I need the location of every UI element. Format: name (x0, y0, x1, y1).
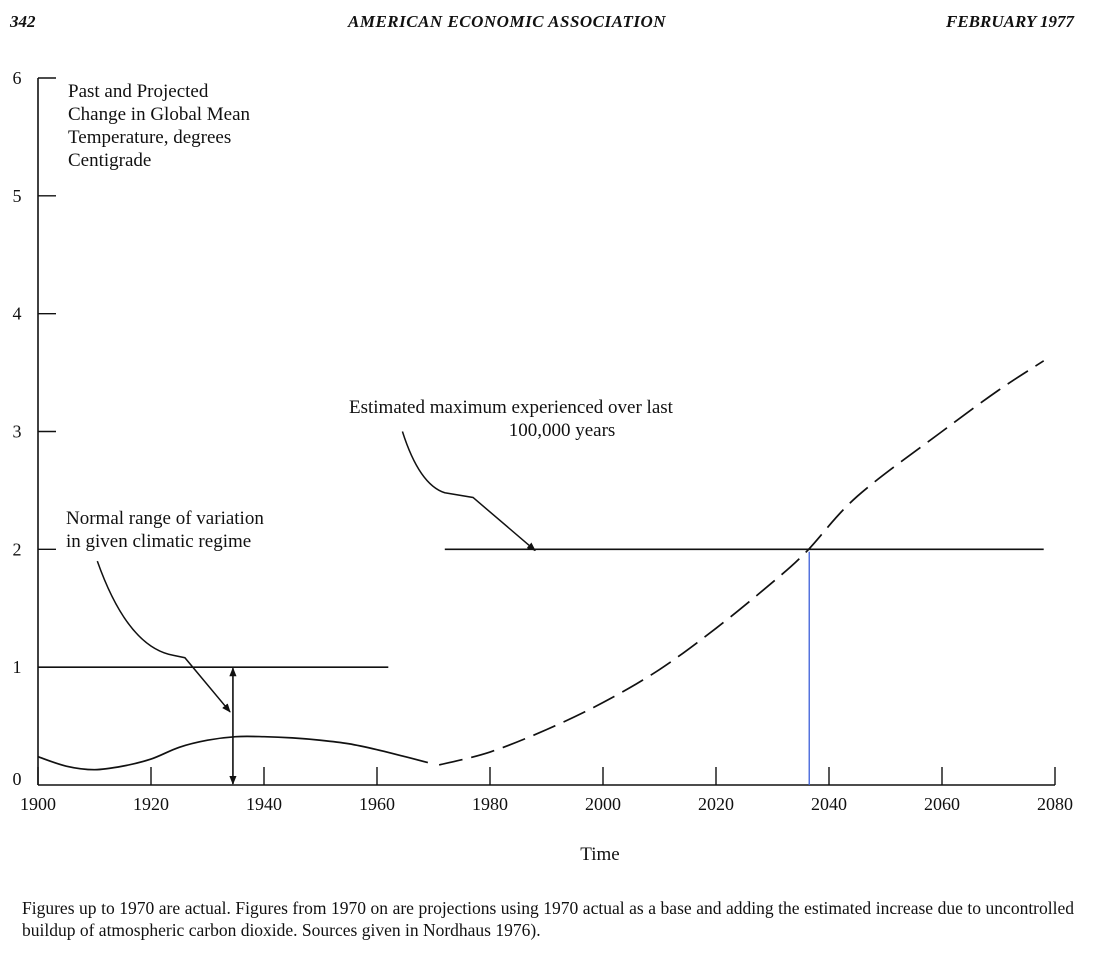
annotation-leader-arrow (401, 431, 536, 552)
x-tick-label: 1980 (472, 794, 508, 814)
annotation-text-line: 100,000 years (509, 420, 616, 441)
x-tick-label: 2040 (811, 794, 847, 814)
x-tick-label: 2060 (924, 794, 960, 814)
y-axis-label-line: Temperature, degrees (68, 127, 231, 148)
page-number: 342 (10, 12, 36, 31)
y-tick-label: 4 (13, 304, 22, 324)
y-tick-label: 2 (13, 539, 22, 559)
y-tick-label: 5 (13, 186, 22, 206)
x-tick-label: 1920 (133, 794, 169, 814)
x-tick-label: 2080 (1037, 794, 1073, 814)
annotations: Normal range of variation in given climat… (66, 397, 674, 785)
y-tick-label: 1 (13, 657, 22, 677)
x-tick-label: 1940 (246, 794, 282, 814)
annotation-text-line: Normal range of variation (66, 508, 264, 529)
y-tick-label: 0 (13, 769, 22, 789)
x-tick-label: 1960 (359, 794, 395, 814)
x-tick-label: 1900 (20, 794, 56, 814)
x-tick-label: 2020 (698, 794, 734, 814)
y-tick-label: 6 (13, 68, 22, 88)
issue-date: FEBRUARY 1977 (945, 12, 1074, 31)
x-axis-label: Time (580, 844, 619, 865)
y-axis-label-line: Past and Projected (68, 81, 209, 102)
axes: 1900 1920 1940 1960 1980 2000 2020 2040 2060 2080… (13, 68, 1074, 865)
y-axis-label: Past and Projected Change in Global Mean T… (68, 81, 251, 171)
x-tick-label: 2000 (585, 794, 621, 814)
y-axis-label-line: Centigrade (68, 150, 151, 171)
annotation-text: Estimated maximum experienced over last 1… (349, 397, 674, 441)
temperature-chart: 1900 1920 1940 1960 1980 2000 2020 2040 2060 2080… (13, 68, 1074, 865)
annotation-text-line: in given climatic regime (66, 531, 251, 552)
annotation-leader-arrow (96, 560, 231, 713)
y-axis-label-line: Change in Global Mean (68, 104, 251, 125)
projected-series-line (438, 360, 1045, 766)
annotation-text-line: Estimated maximum experienced over last (349, 397, 674, 418)
journal-name: AMERICAN ECONOMIC ASSOCIATION (348, 12, 667, 31)
annotation-text: Normal range of variation in given climat… (66, 508, 264, 552)
y-tick-label: 3 (13, 422, 22, 442)
figure-caption: Figures up to 1970 are actual. Figures f… (22, 898, 1074, 940)
